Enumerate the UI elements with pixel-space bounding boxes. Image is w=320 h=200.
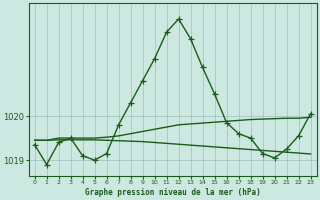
X-axis label: Graphe pression niveau de la mer (hPa): Graphe pression niveau de la mer (hPa) bbox=[85, 188, 260, 197]
